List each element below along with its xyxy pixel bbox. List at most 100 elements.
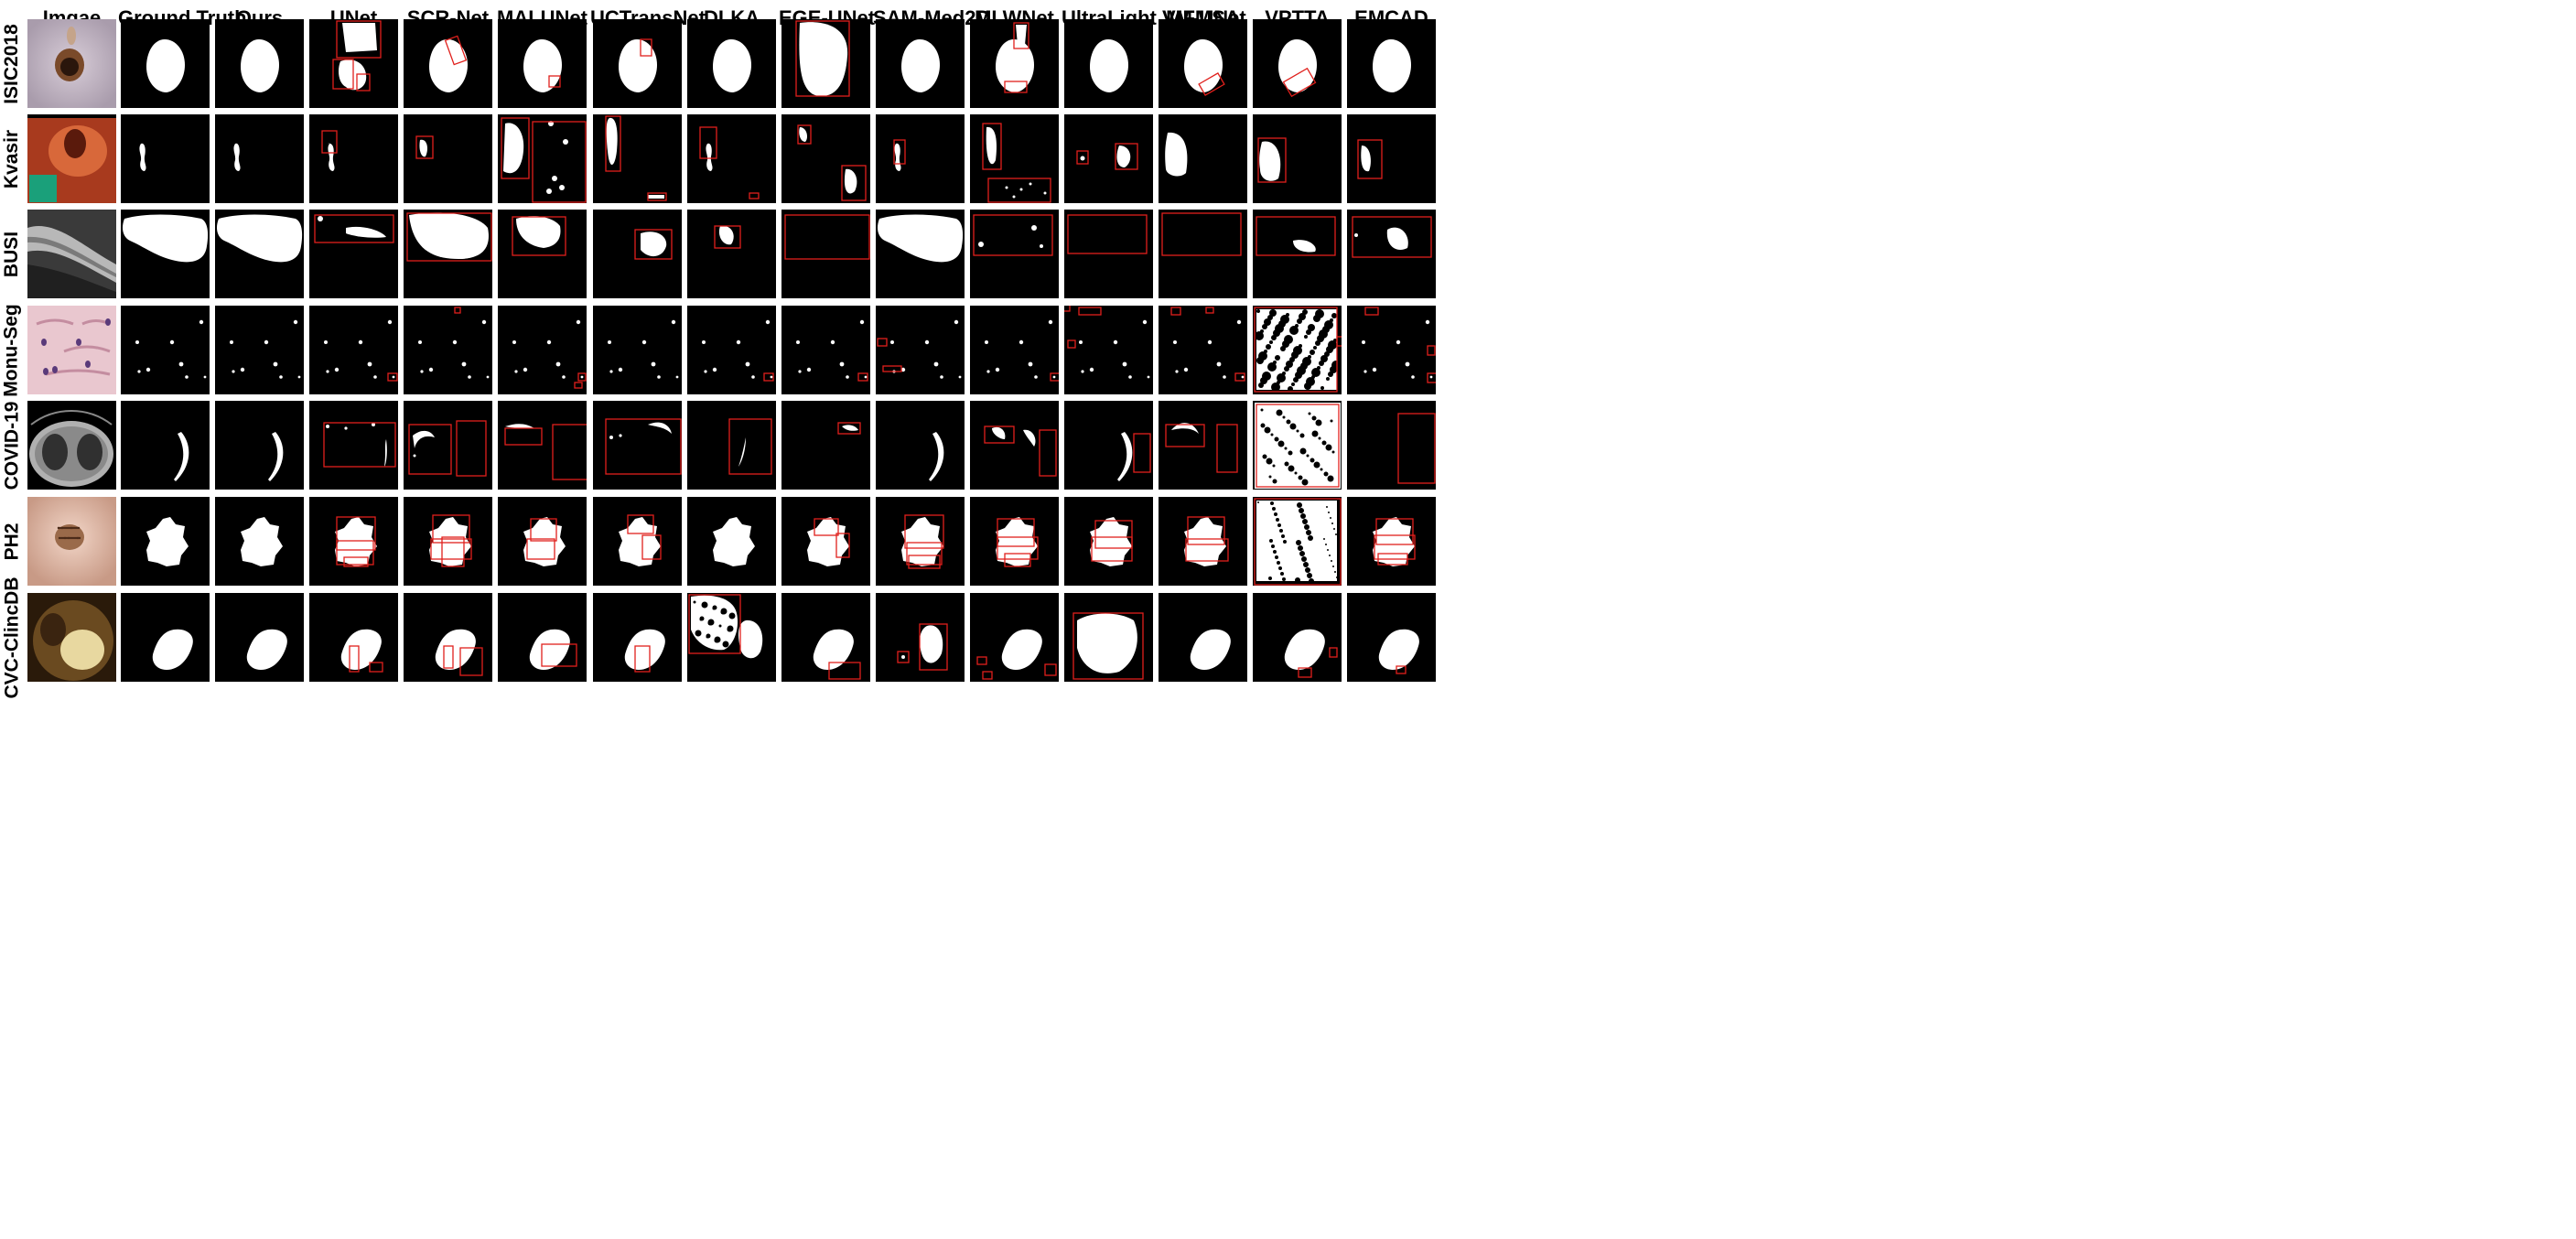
- mask-fragment: [1183, 367, 1189, 372]
- error-highlight-box: [1205, 307, 1214, 314]
- error-highlight-box: [1064, 306, 1071, 312]
- error-highlight-box: [512, 216, 566, 256]
- mask-cell-ph2-uctransnet: [593, 497, 682, 586]
- row-label-ph2: PH2: [0, 497, 24, 586]
- error-highlight-box: [1115, 143, 1138, 170]
- error-highlight-box: [605, 418, 682, 475]
- mask-cell-ph2-ground-truth: [121, 497, 210, 586]
- segmentation-mask: [970, 19, 1059, 108]
- segmentation-mask: [1064, 210, 1153, 298]
- mask-fragment: [232, 370, 235, 373]
- error-highlight-box: [1256, 216, 1336, 256]
- input-image-isic2018-imgae: [27, 19, 116, 108]
- error-highlight-box: [1298, 667, 1312, 678]
- mask-cell-isic2018-unet: [309, 19, 398, 108]
- segmentation-mask: [404, 401, 492, 490]
- mask-region: [241, 517, 283, 566]
- segmentation-mask: [1253, 114, 1342, 203]
- mask-region: [1293, 240, 1316, 253]
- segmentation-mask: [687, 19, 776, 108]
- mask-cell-busi-dlka: [687, 210, 776, 298]
- mask-fragment: [1362, 340, 1365, 344]
- mask-region: [901, 39, 940, 92]
- segmentation-mask: [970, 306, 1059, 394]
- mask-fragment: [1175, 370, 1179, 373]
- segmentation-mask: [876, 593, 965, 682]
- mask-fragment: [264, 339, 269, 345]
- mask-cell-monu-seg-scr-net: [404, 306, 492, 394]
- mask-fragment: [461, 361, 467, 367]
- segmentation-mask: [215, 401, 304, 490]
- segmentation-mask: [876, 114, 965, 203]
- error-highlight-box: [456, 420, 487, 477]
- mask-cell-kvasir-ultralight-vm-unet: [1064, 114, 1153, 203]
- segmentation-mask: [781, 114, 870, 203]
- error-highlight-box: [1004, 553, 1031, 567]
- mask-cell-isic2018-dlka: [687, 19, 776, 108]
- error-highlight-box: [1004, 81, 1028, 93]
- error-highlight-box: [982, 123, 1002, 170]
- mask-cell-cvc-clincdb-ege-unet: [781, 593, 870, 682]
- mask-cell-busi-ground-truth: [121, 210, 210, 298]
- segmentation-mask: [498, 401, 587, 490]
- mask-fragment: [428, 367, 434, 372]
- mask-fragment: [995, 367, 1000, 372]
- mask-fragment: [413, 454, 416, 458]
- mask-fragment: [704, 370, 707, 373]
- mask-region: [706, 143, 713, 171]
- error-highlight-box: [343, 556, 369, 567]
- mask-region: [1023, 429, 1036, 447]
- error-highlight-box: [987, 178, 1051, 203]
- mask-fragment: [358, 339, 363, 345]
- row-label-isic2018: ISIC2018: [0, 19, 24, 108]
- error-highlight-box: [1254, 498, 1342, 586]
- row-label-cvc-clincdb: CVC-ClincDB: [0, 576, 24, 698]
- mask-fragment: [954, 319, 959, 325]
- mask-region: [1171, 423, 1199, 434]
- mask-fragment: [1113, 339, 1118, 345]
- segmentation-mask: [1253, 401, 1342, 490]
- error-highlight-box: [530, 518, 557, 542]
- mask-fragment: [240, 367, 245, 372]
- mask-fragment: [985, 340, 988, 344]
- segmentation-mask: [215, 210, 304, 298]
- mask-fragment: [609, 370, 613, 373]
- mask-fragment: [839, 361, 845, 367]
- segmentation-mask: [593, 497, 682, 586]
- mask-fragment: [1207, 339, 1213, 345]
- mask-fragment: [326, 370, 329, 373]
- error-highlight-box: [548, 75, 561, 88]
- row-label-text: BUSI: [1, 231, 22, 277]
- mask-region: [1117, 432, 1133, 481]
- error-highlight-box: [976, 656, 987, 665]
- mask-cell-cvc-clincdb-malunet: [498, 593, 587, 682]
- input-image-monu-seg-imgae: [27, 306, 116, 394]
- mask-fragment: [1040, 244, 1043, 248]
- mask-cell-covid-19-dlka: [687, 401, 776, 490]
- mask-fragment: [185, 375, 189, 379]
- mask-cell-monu-seg-sam-med2d: [876, 306, 965, 394]
- mask-fragment: [1034, 375, 1038, 379]
- segmentation-mask: [1347, 19, 1436, 108]
- mask-region: [1190, 629, 1231, 670]
- error-highlight-box: [406, 212, 492, 262]
- segmentation-mask: [1253, 593, 1342, 682]
- error-highlight-box: [908, 555, 941, 569]
- mask-region: [146, 39, 185, 92]
- error-highlight-box: [647, 192, 667, 201]
- mask-region: [996, 39, 1034, 92]
- segmentation-mask: [970, 210, 1059, 298]
- mask-region: [328, 143, 335, 171]
- segmentation-mask: [1064, 497, 1153, 586]
- mask-cell-ph2-emcad: [1347, 497, 1436, 586]
- error-highlight-box: [574, 382, 583, 389]
- mask-cell-covid-19-ege-unet: [781, 401, 870, 490]
- error-highlight-box: [1352, 216, 1432, 258]
- mask-fragment: [1122, 361, 1127, 367]
- error-highlight-box: [1050, 372, 1059, 382]
- input-image: [27, 401, 116, 490]
- mask-cell-monu-seg-vptta: [1253, 306, 1342, 394]
- mask-fragment: [324, 340, 328, 344]
- mask-cell-covid-19-scr-net: [404, 401, 492, 490]
- mask-region: [1184, 39, 1223, 92]
